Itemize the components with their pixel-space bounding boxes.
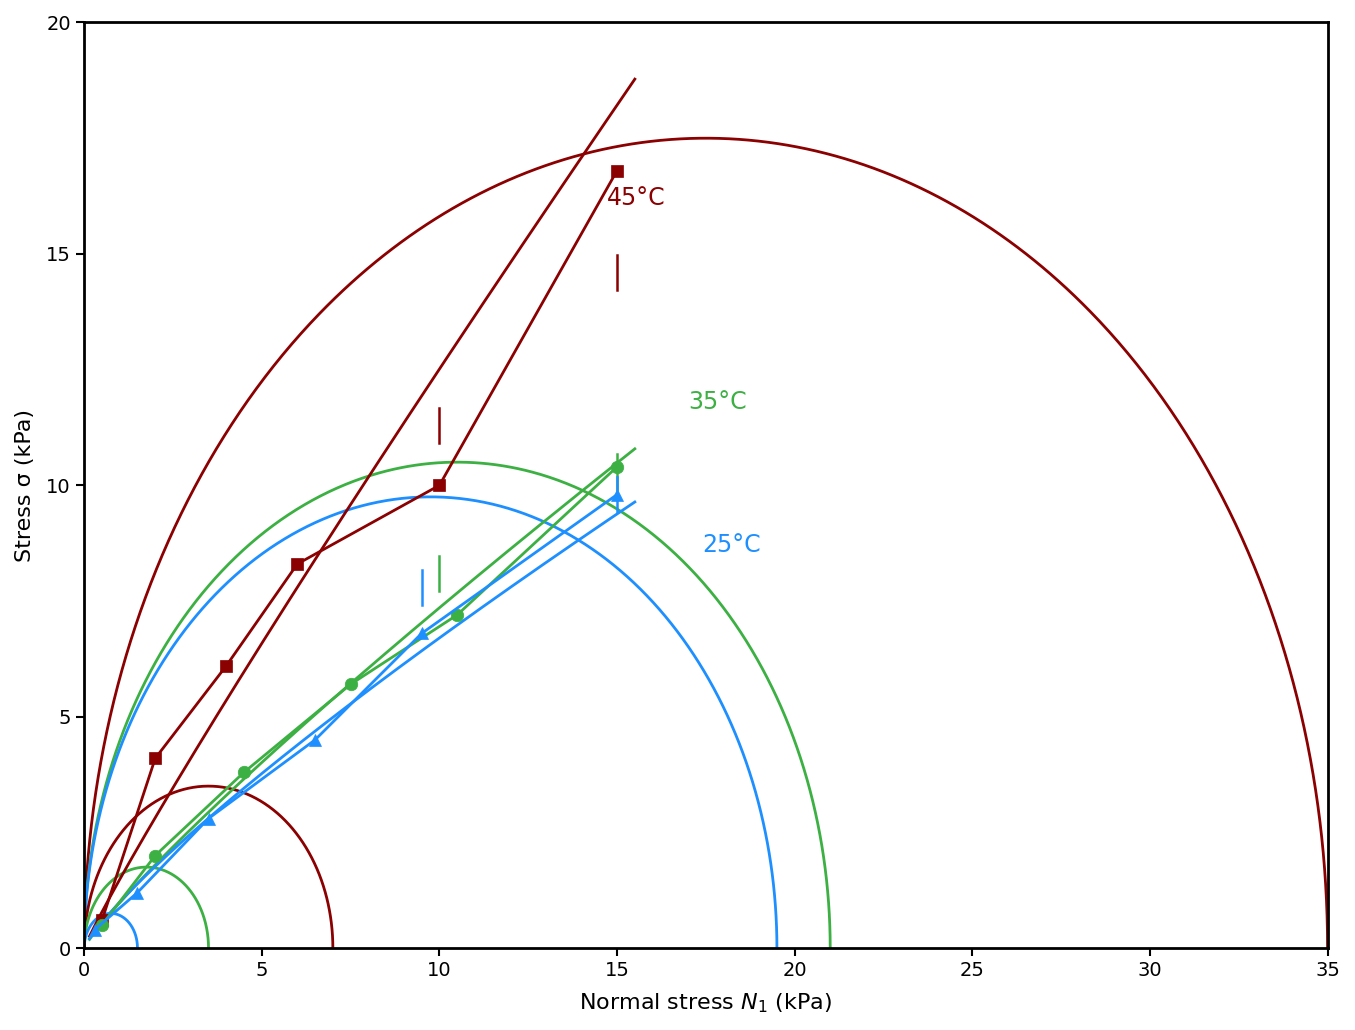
- Text: 45°C: 45°C: [607, 186, 665, 210]
- Y-axis label: Stress σ (kPa): Stress σ (kPa): [15, 409, 35, 561]
- Text: 25°C: 25°C: [702, 534, 762, 557]
- X-axis label: Normal stress $N_1$ (kPa): Normal stress $N_1$ (kPa): [580, 992, 832, 1015]
- Text: 35°C: 35°C: [688, 390, 747, 414]
